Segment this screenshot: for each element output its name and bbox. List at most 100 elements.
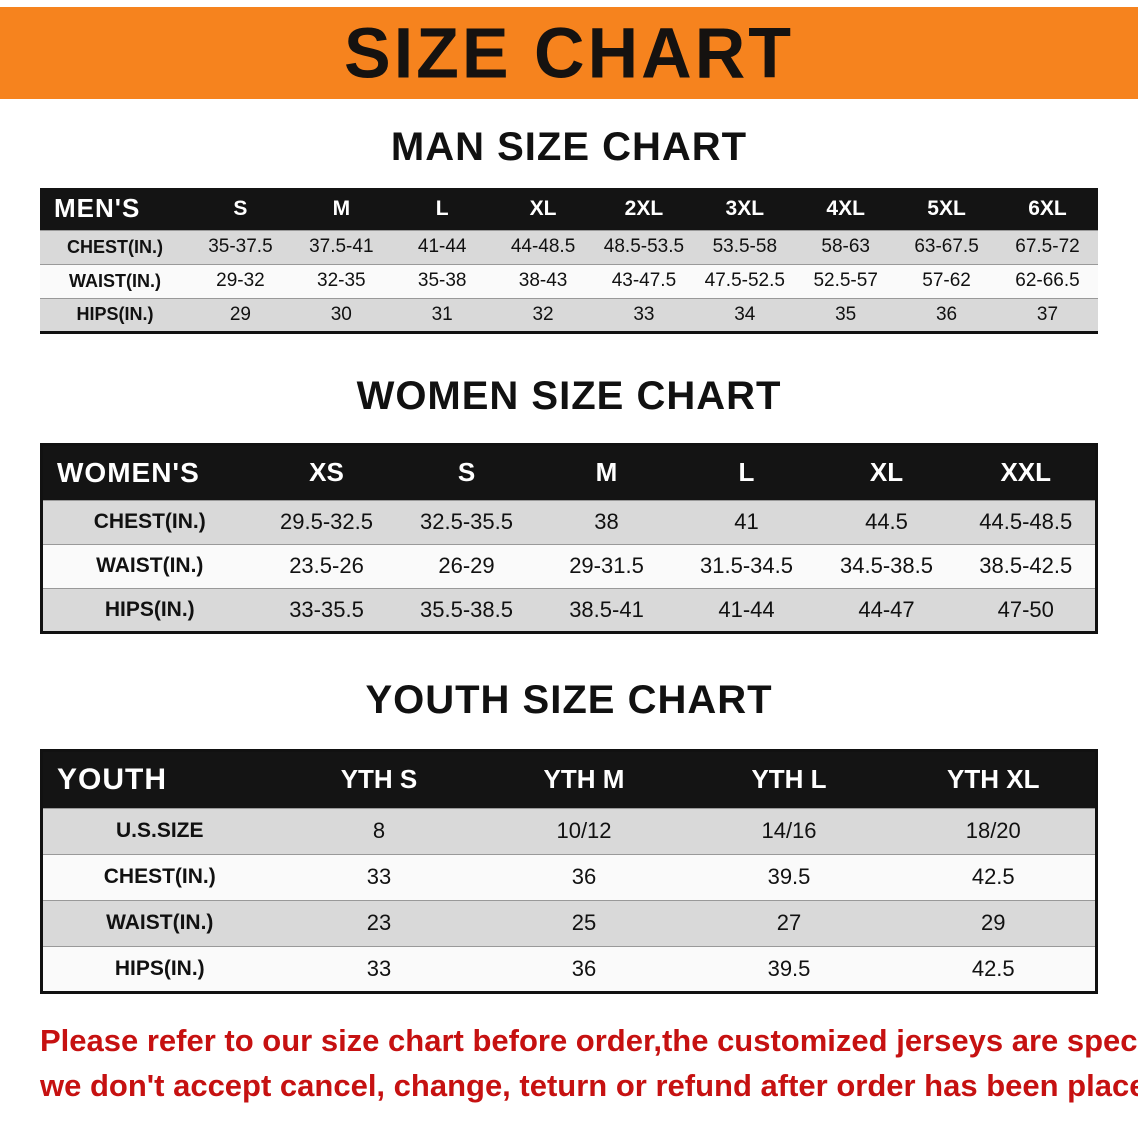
table-corner-label: WOMEN'S — [41, 444, 257, 500]
size-cell: 44-48.5 — [510, 236, 576, 257]
size-cell: 32 — [532, 303, 554, 325]
notice-line-2: we don't accept cancel, change, teturn o… — [40, 1068, 1138, 1104]
size-cell: 41-44 — [718, 596, 775, 622]
size-cell: 38 — [594, 509, 619, 534]
size-cell: 29 — [229, 303, 251, 325]
size-cell: 35-38 — [417, 270, 467, 291]
size-column-header: XL — [816, 444, 957, 500]
table-row: U.S.SIZE 8 10/12 14/16 18/20 — [41, 808, 1097, 854]
size-cell: 34.5-38.5 — [840, 553, 933, 578]
size-cell: 38-43 — [518, 270, 568, 291]
size-cell: 18/20 — [965, 818, 1021, 843]
size-column-header: 5XL — [896, 188, 997, 230]
size-cell: 44.5-48.5 — [979, 509, 1073, 534]
size-cell: 42.5 — [971, 955, 1015, 981]
size-cell: 37.5-41 — [309, 236, 374, 257]
size-column-header: 3XL — [694, 188, 796, 230]
size-column-header: L — [676, 444, 817, 500]
row-label: HIPS(IN.) — [114, 956, 205, 980]
size-cell: 35 — [835, 303, 857, 325]
size-column-header: S — [190, 188, 291, 230]
header-row: YOUTH YTH S YTH M YTH L YTH XL — [41, 750, 1097, 808]
size-cell: 48.5-53.5 — [603, 236, 685, 257]
row-label: WAIST(IN.) — [106, 911, 214, 934]
size-cell: 67.5-72 — [1015, 236, 1080, 257]
size-cell: 42.5 — [971, 864, 1015, 889]
size-column-header: 4XL — [795, 188, 897, 230]
size-cell: 34 — [734, 303, 756, 325]
size-cell: 38.5-41 — [569, 596, 644, 622]
size-column-header: L — [391, 188, 493, 230]
size-cell: 33 — [366, 955, 392, 981]
size-column-header: 6XL — [997, 188, 1098, 230]
size-cell: 32-35 — [317, 270, 366, 291]
size-cell: 41 — [734, 509, 759, 534]
table-row: CHEST(IN.) 29.5-32.5 32.5-35.5 38 41 44.5 44.5… — [41, 500, 1097, 544]
size-cell: 58-63 — [821, 236, 870, 257]
row-label: HIPS(IN.) — [76, 304, 154, 324]
size-column-header: XXL — [956, 444, 1097, 500]
size-cell: 47.5-52.5 — [704, 270, 785, 291]
size-cell: 29-31.5 — [569, 553, 644, 578]
size-cell: 35-37.5 — [208, 236, 273, 257]
size-cell: 23.5-26 — [289, 553, 364, 578]
size-cell: 57-62 — [922, 270, 971, 291]
size-cell: 29 — [981, 910, 1006, 935]
footer-notice: Please refer to our size chart before or… — [0, 1020, 1138, 1108]
size-cell: 47-50 — [997, 596, 1054, 622]
size-cell: 29-32 — [216, 270, 265, 291]
table-row: HIPS(IN.) 33-35.5 35.5-38.5 38.5-41 41-44 44-… — [41, 588, 1097, 632]
header-row: MEN'S S M L XL 2XL 3XL 4XL 5XL 6XL — [40, 188, 1098, 230]
size-column-header: YTH XL — [891, 750, 1097, 808]
row-label: CHEST(IN.) — [103, 865, 216, 888]
size-cell: 37 — [1036, 303, 1059, 325]
size-cell: 62-66.5 — [1015, 270, 1080, 291]
row-label: U.S.SIZE — [115, 819, 204, 842]
row-label: HIPS(IN.) — [104, 597, 195, 621]
men-section: MAN SIZE CHART MEN'S S M L XL 2XL 3XL 4XL 5XL 6XL… — [0, 125, 1138, 334]
row-label: WAIST(IN.) — [96, 554, 204, 577]
size-cell: 26-29 — [438, 553, 495, 578]
size-column-header: M — [536, 444, 677, 500]
size-cell: 10/12 — [556, 818, 612, 843]
size-cell: 38.5-42.5 — [979, 553, 1073, 578]
notice-line-1: Please refer to our size chart before or… — [40, 1022, 1138, 1058]
size-column-header: YTH M — [481, 750, 687, 808]
size-cell: 33-35.5 — [289, 596, 364, 622]
size-cell: 44-47 — [858, 596, 915, 622]
table-corner-label: MEN'S — [40, 188, 190, 230]
youth-section-heading: YOUTH SIZE CHART — [365, 677, 773, 722]
youth-section: YOUTH SIZE CHART YOUTH YTH S YTH M YTH L YTH… — [0, 678, 1138, 994]
page-title: SIZE CHART — [344, 13, 794, 93]
size-cell: 23 — [366, 910, 392, 935]
table-row: CHEST(IN.) 35-37.5 37.5-41 41-44 44-48.5 48.5… — [40, 230, 1098, 264]
size-cell: 36 — [935, 303, 958, 325]
size-cell: 36 — [571, 955, 597, 981]
size-cell: 44.5 — [865, 509, 908, 534]
table-row: WAIST(IN.) 23 25 27 29 — [41, 900, 1097, 946]
row-label: CHEST(IN.) — [93, 510, 206, 533]
size-cell: 33 — [633, 303, 655, 325]
row-label: WAIST(IN.) — [69, 270, 161, 291]
size-cell: 14/16 — [761, 818, 817, 843]
table-row: HIPS(IN.) 33 36 39.5 42.5 — [41, 946, 1097, 992]
size-cell: 39.5 — [767, 955, 811, 981]
men-size-table: MEN'S S M L XL 2XL 3XL 4XL 5XL 6XL CHEST(IN.) 35-37… — [40, 188, 1098, 334]
size-cell: 31 — [431, 303, 453, 325]
size-cell: 43-47.5 — [611, 270, 677, 291]
size-cell: 36 — [571, 864, 597, 889]
women-size-table: WOMEN'S XS S M L XL XXL CHEST(IN.) 29.5-32.5 32.5… — [40, 442, 1098, 634]
men-section-heading: MAN SIZE CHART — [390, 125, 748, 169]
size-cell: 29.5-32.5 — [280, 509, 373, 534]
table-corner-label: YOUTH — [41, 750, 277, 808]
size-cell: 32.5-35.5 — [420, 509, 513, 534]
table-row: WAIST(IN.) 29-32 32-35 35-38 38-43 43-47.5 47.… — [40, 264, 1098, 298]
size-cell: 41-44 — [417, 236, 467, 257]
table-row: HIPS(IN.) 29 30 31 32 33 34 35 36 37 — [40, 298, 1098, 332]
size-cell: 8 — [372, 818, 386, 843]
size-column-header: 2XL — [593, 188, 695, 230]
size-cell: 33 — [366, 864, 392, 889]
banner: SIZE CHART — [0, 7, 1138, 99]
size-cell: 31.5-34.5 — [700, 553, 793, 578]
